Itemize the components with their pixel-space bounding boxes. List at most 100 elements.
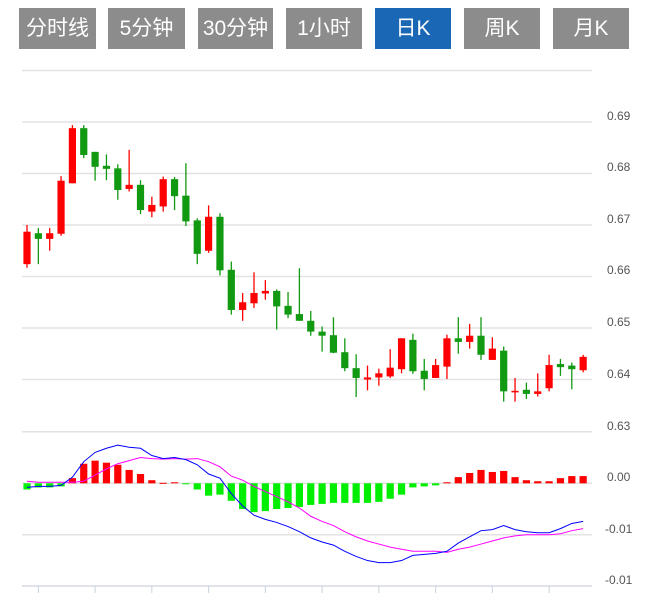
candle-up <box>148 204 156 212</box>
macd-bar-negative <box>363 483 372 503</box>
candle-down <box>114 168 122 190</box>
candle-up <box>397 338 406 370</box>
tab-1hour[interactable]: 1小时 <box>286 8 362 49</box>
candle-down <box>91 151 99 167</box>
macd-bar-negative <box>284 483 292 509</box>
candle-up <box>239 302 247 310</box>
macd-bar-positive <box>522 480 530 484</box>
tab-30min[interactable]: 30分钟 <box>198 8 273 49</box>
candle-up <box>579 356 587 371</box>
candle-up <box>386 367 394 377</box>
candle-up <box>511 390 519 393</box>
macd-bar-negative <box>386 483 394 499</box>
macd-bar-negative <box>34 483 42 488</box>
candle-down <box>477 335 485 355</box>
tab-weekly-k[interactable]: 周K <box>464 8 540 49</box>
macd-bar-positive <box>556 478 565 484</box>
macd-bar-positive <box>125 469 133 484</box>
tab-timeshare[interactable]: 分时线 <box>19 8 96 49</box>
y-tick-label: 0.69 <box>607 109 631 123</box>
candle-up <box>443 338 451 367</box>
y-tick-label: 0.67 <box>607 212 631 226</box>
candle-up <box>205 216 213 251</box>
macd-bar-negative <box>420 483 428 487</box>
macd-bar-positive <box>80 463 88 484</box>
candle-up <box>46 233 54 239</box>
candle-down <box>80 128 88 155</box>
macd-bar-negative <box>46 483 54 488</box>
candle-down <box>568 365 576 370</box>
macd-bar-negative <box>182 483 190 485</box>
macd-bar-negative <box>261 483 269 512</box>
macd-bar-positive <box>568 476 576 484</box>
candle-down <box>556 364 565 368</box>
candle-down <box>318 331 326 336</box>
candlestick-series <box>23 125 587 402</box>
candle-down <box>500 350 508 392</box>
macd-bar-positive <box>579 476 587 484</box>
macd-tick-label: -0.01 <box>605 573 633 587</box>
y-tick-label: 0.66 <box>607 263 631 277</box>
candle-down <box>182 195 190 222</box>
candle-down <box>341 352 349 369</box>
macd-bar-positive <box>170 482 179 484</box>
tab-5min[interactable]: 5分钟 <box>108 8 185 49</box>
macd-bar-negative <box>409 483 417 488</box>
candle-down <box>454 338 462 342</box>
candle-down <box>227 269 235 310</box>
macd-bar-negative <box>227 483 235 501</box>
macd-bar-positive <box>68 478 76 484</box>
candle-down <box>284 305 292 315</box>
candle-up <box>488 348 496 360</box>
candle-up <box>466 335 474 342</box>
macd-bar-negative <box>295 483 303 507</box>
candle-up <box>23 231 31 265</box>
macd-bar-negative <box>341 483 349 503</box>
candle-up <box>375 373 383 378</box>
candle-up <box>68 128 76 184</box>
macd-bar-negative <box>307 483 315 505</box>
macd-bar-negative <box>432 483 440 486</box>
macd-bar-positive <box>91 460 99 484</box>
dif-line <box>26 444 584 564</box>
macd-bar-positive <box>148 480 156 484</box>
candle-down <box>522 389 530 394</box>
candle-down <box>352 368 360 378</box>
candle-down <box>102 165 111 169</box>
candle-up <box>545 365 553 389</box>
tab-daily-k[interactable]: 日K <box>375 8 451 49</box>
candle-down <box>329 335 338 353</box>
candle-down <box>295 314 303 321</box>
candle-down <box>273 290 281 307</box>
tab-monthly-k[interactable]: 月K <box>553 8 629 49</box>
macd-bar-negative <box>205 483 213 496</box>
candle-down <box>34 233 42 239</box>
macd-bar-positive <box>114 464 122 484</box>
macd-bar-negative <box>23 483 31 490</box>
candle-down <box>216 216 224 271</box>
macd-bar-positive <box>466 473 474 484</box>
macd-bar-negative <box>397 483 406 495</box>
macd-bar-positive <box>159 482 167 484</box>
y-tick-label: 0.64 <box>607 367 631 381</box>
y-tick-label: 0.68 <box>607 160 631 174</box>
macd-bar-positive <box>443 482 451 484</box>
macd-bar-positive <box>500 470 508 484</box>
macd-bar-negative <box>352 483 360 503</box>
macd-bar-negative <box>318 483 326 504</box>
candle-up <box>250 292 258 304</box>
candle-up <box>432 365 440 378</box>
macd-lines <box>26 444 584 564</box>
candle-down <box>409 339 417 372</box>
macd-bar-positive <box>511 477 519 484</box>
macd-bar-positive <box>136 474 145 484</box>
macd-histogram <box>23 460 587 513</box>
candle-down <box>420 370 428 379</box>
dea-line <box>26 457 584 553</box>
macd-bar-negative <box>375 483 383 502</box>
y-tick-label: 0.65 <box>607 315 631 329</box>
macd-bar-negative <box>250 483 258 513</box>
macd-bar-positive <box>102 462 111 484</box>
axes: 0.69 0.68 0.67 0.66 0.65 0.64 0.63 0.00 … <box>605 109 633 587</box>
